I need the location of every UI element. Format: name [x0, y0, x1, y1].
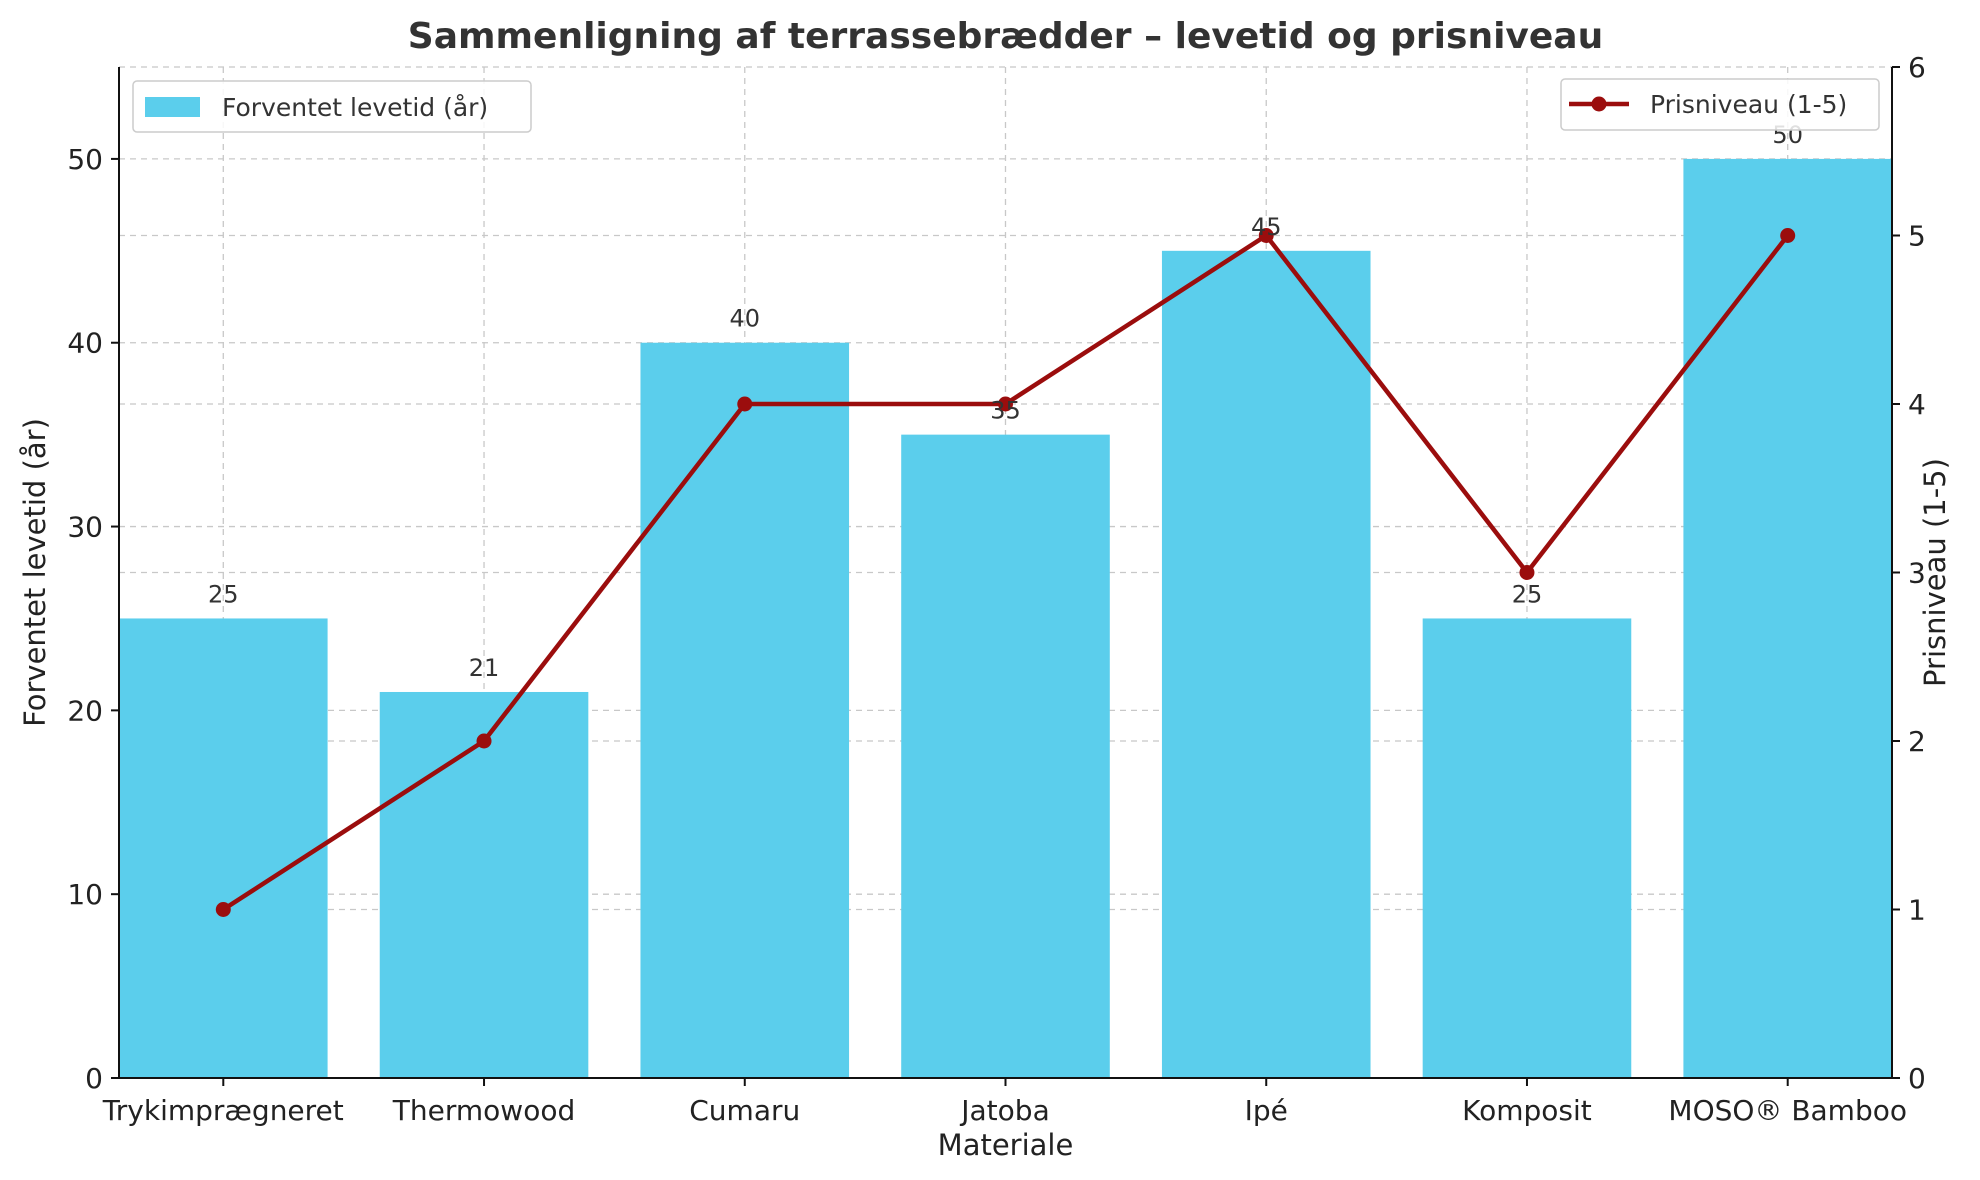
x-tick-label: MOSO® Bamboo [1668, 1094, 1907, 1127]
legend-box [1560, 78, 1880, 131]
x-tick-label: Trykimprægneret [102, 1094, 344, 1127]
x-tick-label: Jatoba [959, 1094, 1049, 1127]
left-y-axis-title: Forventet levetid (år) [18, 418, 52, 727]
bar [379, 691, 589, 1078]
left-y-tick-label: 20 [67, 694, 103, 727]
bar-value-label: 21 [469, 654, 500, 682]
right-y-tick-label: 3 [1908, 557, 1926, 590]
right-y-tick-label: 1 [1908, 894, 1926, 927]
price-point [737, 396, 753, 412]
right-y-tick-label: 0 [1908, 1062, 1926, 1095]
x-tick-label: Thermowood [392, 1094, 575, 1127]
legend-label-line: Prisniveau (1-5) [1650, 90, 1847, 119]
right-y-tick-label: 6 [1908, 51, 1926, 84]
x-tick-label: Ipé [1245, 1094, 1288, 1127]
bar [901, 434, 1110, 1078]
legend-line: Prisniveau (1-5) [1560, 78, 1880, 131]
price-point [215, 902, 231, 917]
left-y-tick-label: 10 [67, 878, 103, 911]
left-y-ticks: 0 10 20 30 40 50 [67, 143, 119, 1095]
right-y-tick-label: 5 [1908, 220, 1926, 253]
left-y-tick-label: 50 [67, 143, 103, 176]
bar-value-label: 25 [208, 580, 239, 608]
bar [640, 342, 850, 1078]
bar-value-label: 25 [1512, 580, 1543, 608]
price-point [998, 396, 1013, 412]
right-y-tick-label: 4 [1908, 388, 1926, 421]
bar-value-label: 40 [729, 305, 760, 333]
bar [1161, 250, 1371, 1078]
x-tick-label: Cumaru [689, 1094, 800, 1127]
bar [1422, 618, 1632, 1078]
price-point [1780, 228, 1796, 243]
price-line [215, 228, 1796, 917]
legend-swatch-bar [145, 97, 200, 117]
bar [119, 618, 328, 1078]
left-y-tick-label: 30 [67, 511, 103, 544]
price-point [1258, 228, 1274, 243]
x-tick-label: Komposit [1462, 1094, 1592, 1127]
legend-swatch-marker [1591, 96, 1607, 112]
x-ticks: Trykimprægneret Thermowood Cumaru Jatoba Ipé… [102, 1078, 1907, 1127]
bar-value-label: 35 [990, 397, 1021, 425]
legend-label-bars: Forventet levetid (år) [222, 93, 488, 122]
right-y-axis-title: Prisniveau (1-5) [1918, 458, 1952, 687]
left-y-tick-label: 40 [67, 327, 103, 360]
left-y-tick-label: 0 [85, 1062, 103, 1095]
price-point [1519, 565, 1535, 580]
price-point [476, 733, 492, 749]
x-axis-title: Materiale [938, 1128, 1074, 1162]
bars [119, 158, 1892, 1079]
bar-value-label: 45 [1251, 213, 1282, 241]
legend-bars: Forventet levetid (år) [132, 80, 532, 133]
legend-box [132, 80, 532, 133]
bar [1683, 158, 1892, 1079]
right-y-ticks: 0 1 2 3 4 5 6 [1892, 51, 1926, 1095]
right-y-tick-label: 2 [1908, 725, 1926, 758]
chart-title: Sammenligning af terrassebrædder – levet… [408, 16, 1603, 57]
